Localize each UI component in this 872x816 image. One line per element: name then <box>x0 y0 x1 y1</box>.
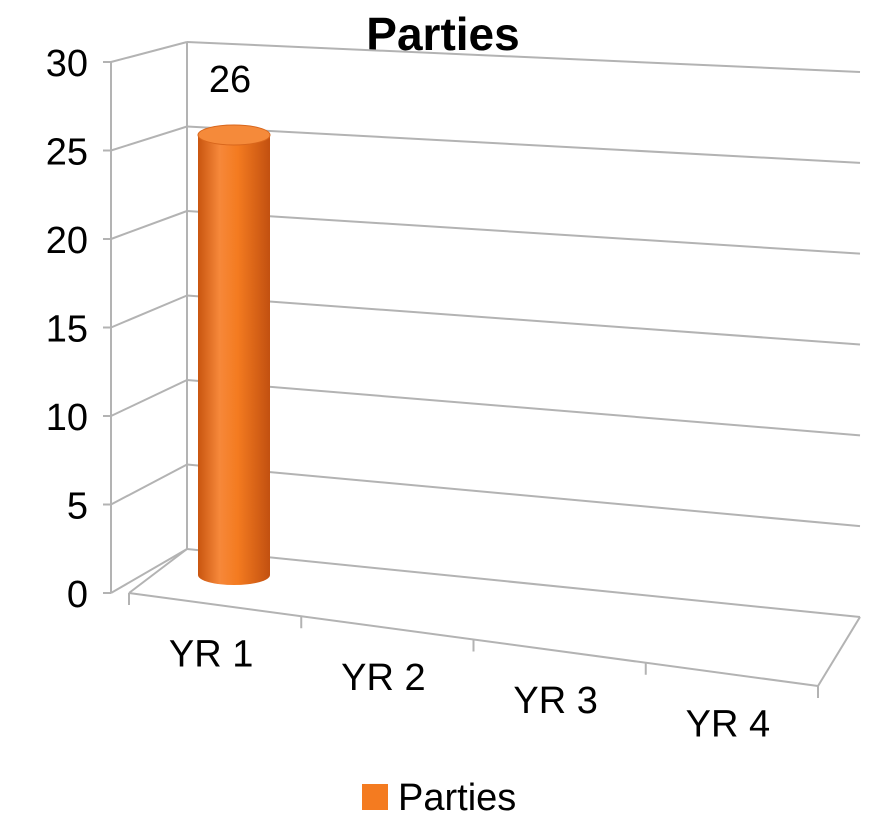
floor-right-edge <box>817 616 861 687</box>
data-labels: 26 <box>209 59 251 101</box>
bars <box>197 124 271 585</box>
floor-left-edge <box>128 548 188 594</box>
y-axis-ticks: 0 5 10 15 20 25 30 <box>46 43 111 616</box>
gridline-left-2 <box>110 379 188 417</box>
legend: Parties <box>362 777 516 816</box>
x-tick-label-1: YR 2 <box>341 657 425 699</box>
data-label-0: 26 <box>209 59 251 101</box>
gridline-back-3 <box>186 294 861 346</box>
gridline-left-5 <box>110 125 188 152</box>
x-tick-label-3: YR 4 <box>686 703 770 745</box>
y-tick-label-2: 10 <box>46 397 88 439</box>
gridline-left-3 <box>110 294 188 329</box>
gridline-left-6 <box>110 41 188 63</box>
bar-0 <box>197 124 271 585</box>
x-tick-label-0: YR 1 <box>169 634 253 676</box>
y-tick-label-1: 5 <box>67 486 88 528</box>
gridline-left-4 <box>110 210 188 240</box>
y-tick-label-0: 0 <box>67 574 88 616</box>
gridline-back-6 <box>186 41 861 73</box>
y-tick-label-4: 20 <box>46 220 88 262</box>
gridline-back-1 <box>186 463 861 528</box>
y-tick-label-6: 30 <box>46 43 88 85</box>
gridline-left-1 <box>110 463 188 506</box>
floor-back-edge <box>186 548 861 618</box>
x-tick-label-2: YR 3 <box>513 680 597 722</box>
bar-body-0 <box>198 135 270 585</box>
legend-swatch-parties <box>362 784 388 810</box>
gridline-back-5 <box>186 125 861 164</box>
gridlines <box>110 41 861 594</box>
gridline-back-2 <box>186 379 861 437</box>
y-tick-label-5: 25 <box>46 132 88 174</box>
y-tick-label-3: 15 <box>46 309 88 351</box>
bar-top-0 <box>197 124 271 146</box>
chart-title: Parties <box>366 8 519 60</box>
legend-label-parties: Parties <box>398 777 516 816</box>
gridline-back-4 <box>186 210 861 255</box>
x-axis-ticks: YR 1 YR 2 YR 3 YR 4 <box>128 593 819 745</box>
gridline-left-0 <box>110 548 188 594</box>
